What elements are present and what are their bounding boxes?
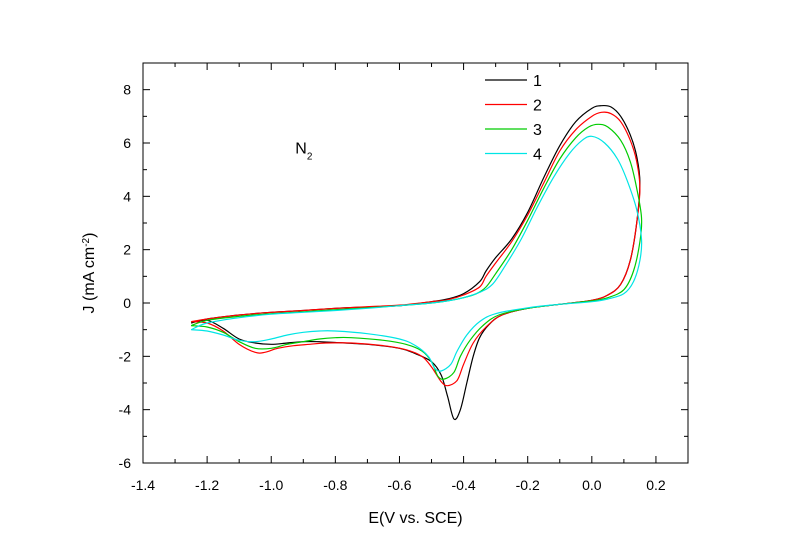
x-tick-label: -0.6	[387, 477, 411, 493]
legend-label-1: 1	[533, 73, 542, 90]
x-axis-title: E(V vs. SCE)	[368, 510, 462, 527]
series-line-2	[190, 111, 641, 387]
x-tick-label: -0.4	[452, 477, 476, 493]
gas-annotation: N2	[295, 141, 313, 163]
gas-annotation-main: N	[295, 141, 307, 158]
legend-label-2: 2	[533, 98, 542, 115]
y-tick-label: -6	[119, 455, 132, 471]
y-tick-label: 0	[123, 295, 131, 311]
y-tick-label: 4	[123, 188, 131, 204]
plot-frame	[142, 62, 689, 464]
y-tick-label: -2	[119, 348, 132, 364]
y-axis-title: J (mA cm-2)	[81, 233, 99, 314]
x-tick-label: -1.0	[259, 477, 283, 493]
legend-label-3: 3	[533, 122, 542, 139]
y-tick-label: 2	[123, 242, 131, 258]
series-layer	[190, 104, 643, 421]
x-tick-label: -1.4	[131, 477, 155, 493]
y-axis-title-superscript: -2	[81, 237, 92, 246]
x-tick-label: 0.0	[582, 477, 602, 493]
series-line-1	[190, 104, 641, 421]
y-tick-label: -4	[119, 402, 132, 418]
tick-labels: -1.4 -1.2 -1.0 -0.8 -0.6 -0.4 -0.2 0.0 0.2 -6 -4 -2…	[119, 82, 666, 493]
x-tick-label: -0.8	[323, 477, 347, 493]
legend-label-4: 4	[533, 147, 542, 164]
gas-annotation-subscript: 2	[307, 151, 313, 162]
y-axis-title-close: )	[81, 233, 98, 238]
x-tick-label: -0.2	[516, 477, 540, 493]
legend: 1 2 3 4	[485, 73, 542, 164]
y-tick-label: 6	[123, 135, 131, 151]
x-tick-label: 0.2	[646, 477, 666, 493]
ticks-layer	[142, 63, 688, 464]
x-tick-label: -1.2	[195, 477, 219, 493]
y-axis-title-main: J (mA cm	[81, 247, 98, 314]
series-line-4	[190, 135, 643, 372]
y-tick-label: 8	[123, 82, 131, 98]
